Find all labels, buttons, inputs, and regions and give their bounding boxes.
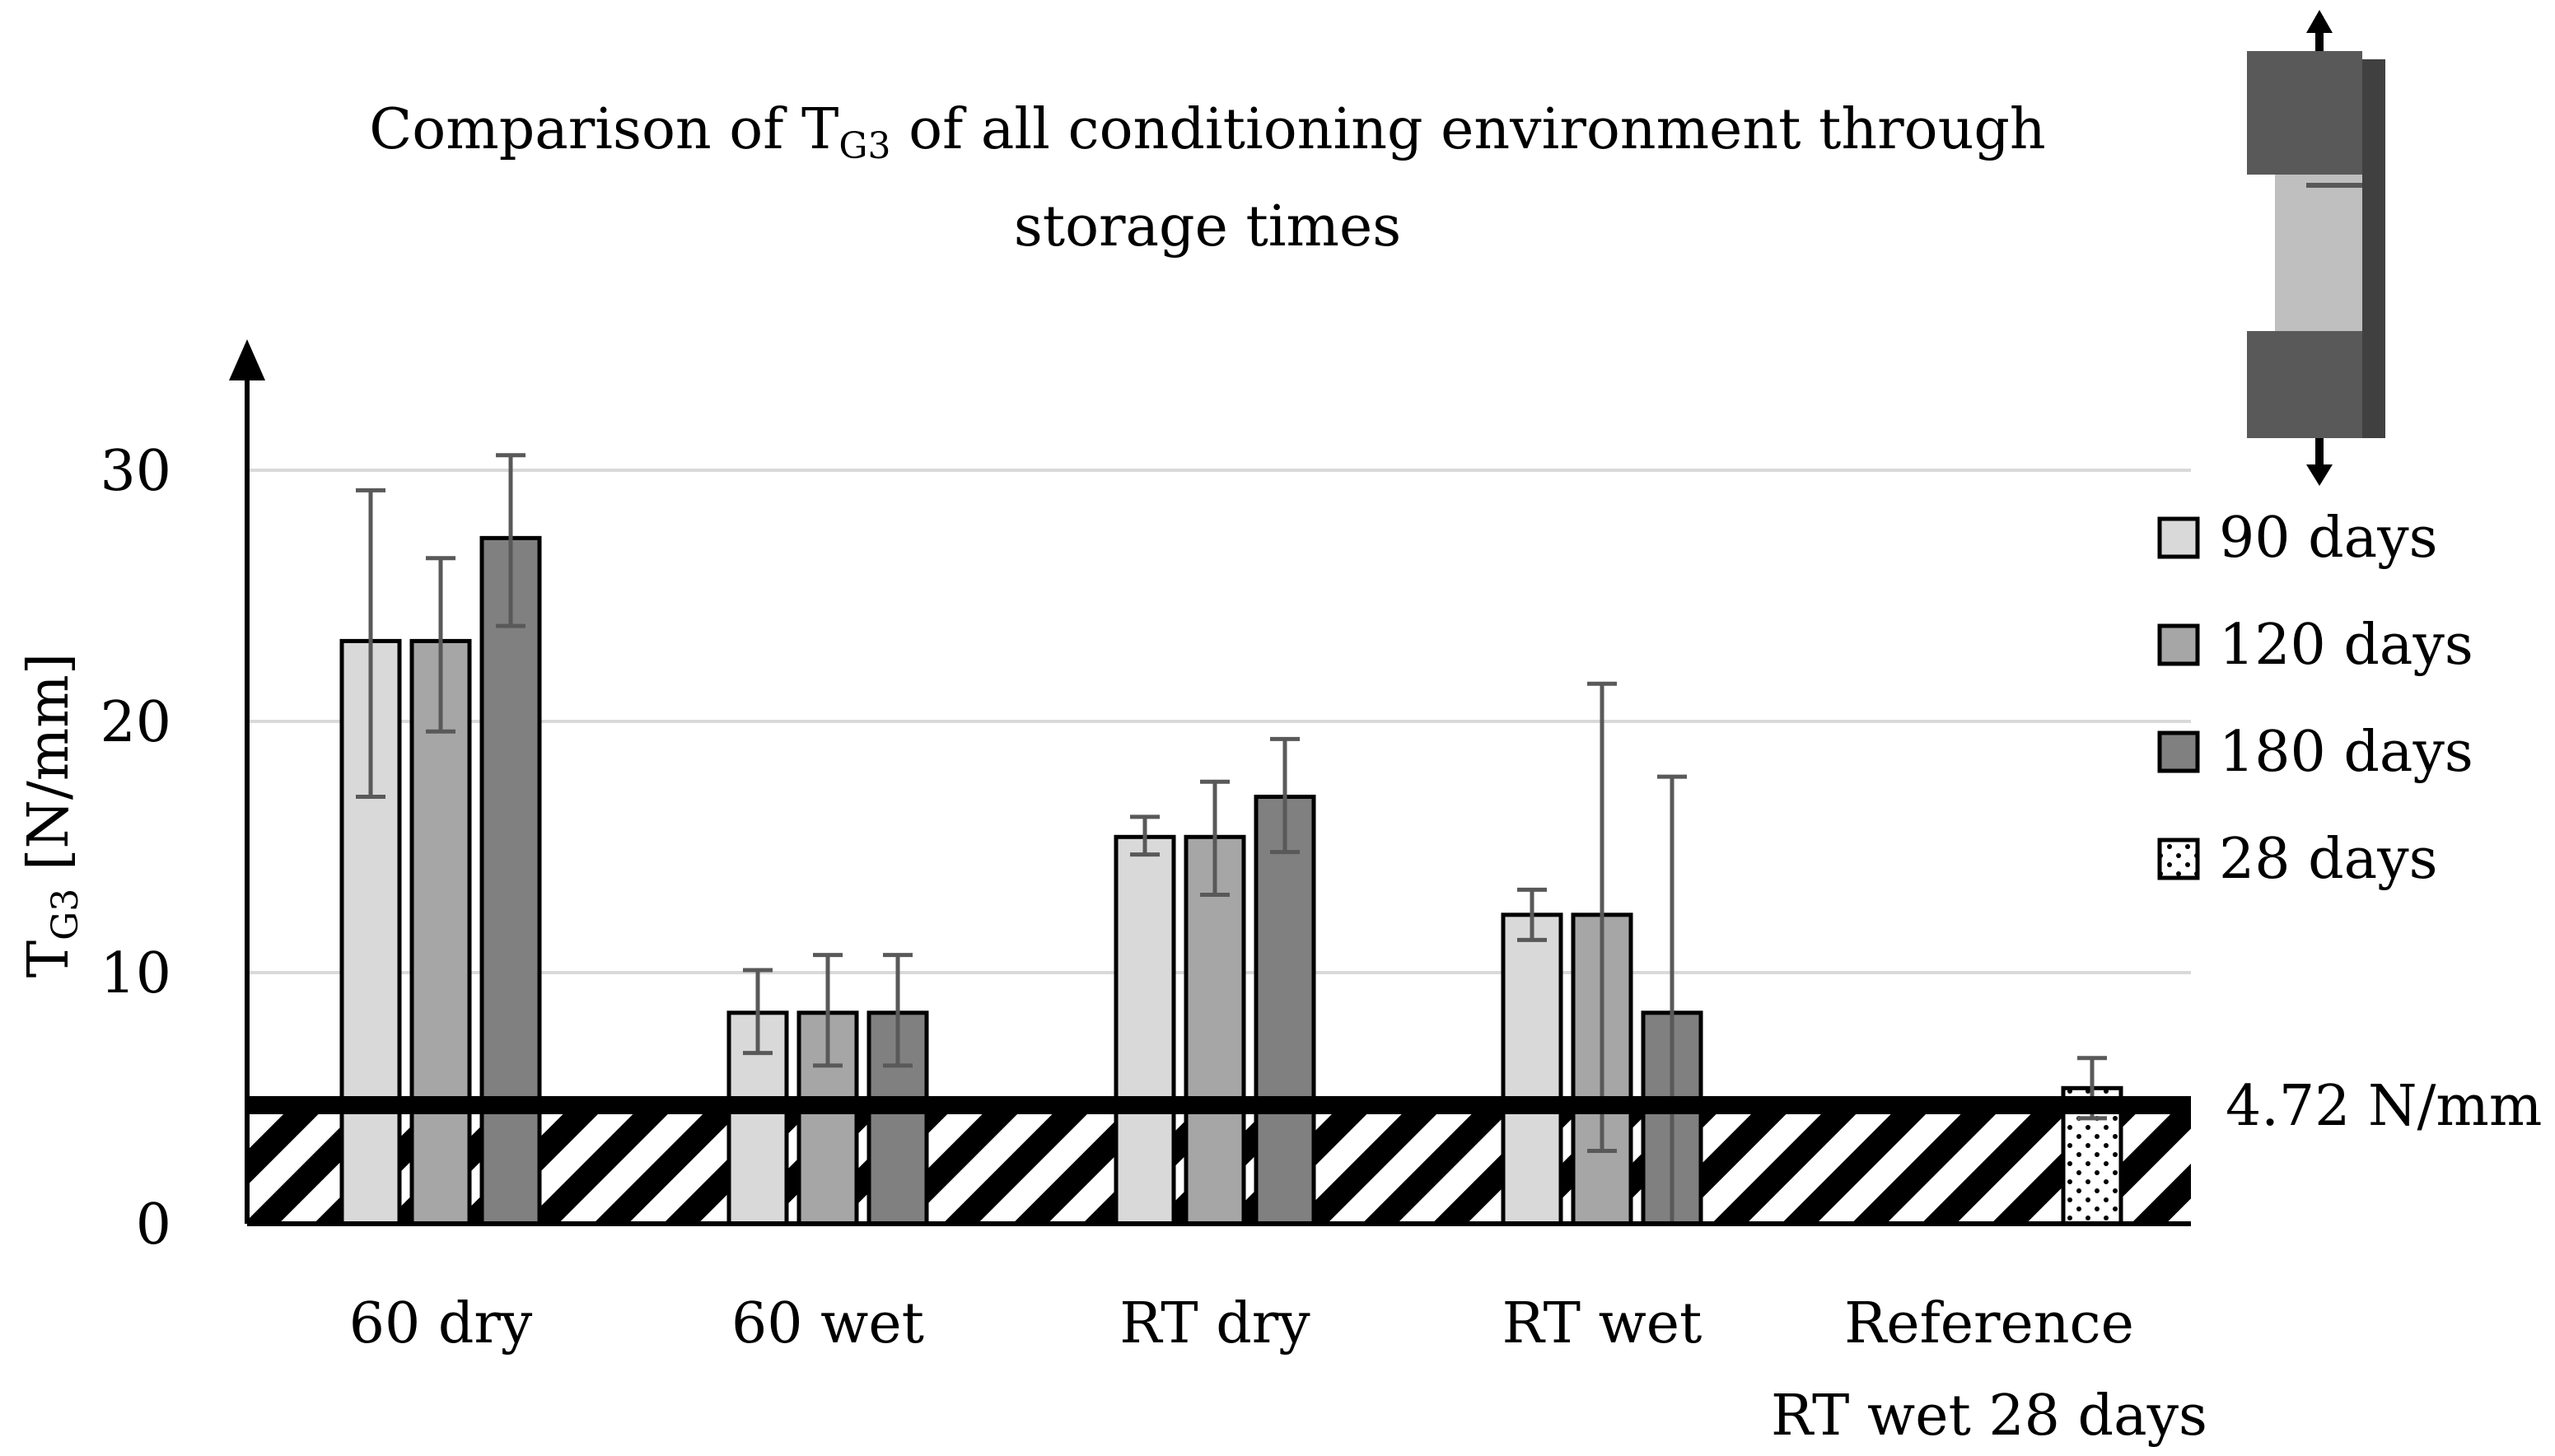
labels: 0 10 20 30 60 dry 60 wet RT dry RT wet Reference… bbox=[100, 439, 2207, 1449]
y-tick-label: 30 bbox=[100, 439, 171, 504]
x-category-label: RT dry bbox=[1119, 1291, 1310, 1356]
axes bbox=[229, 339, 2191, 1226]
reference-line-label: 4.72 N/mm bbox=[2226, 1074, 2542, 1139]
reference-line-group: 4.72 N/mm bbox=[247, 1074, 2542, 1139]
legend-swatch bbox=[2157, 623, 2200, 666]
legend-label: 180 days bbox=[2219, 720, 2473, 785]
x-category-label: RT wet 28 days bbox=[1771, 1384, 2207, 1449]
tensile-specimen-icon bbox=[2247, 10, 2385, 486]
y-tick-label: 0 bbox=[136, 1192, 171, 1258]
legend: 90 days 120 days 180 days 28 days bbox=[2157, 506, 2473, 892]
legend-swatch bbox=[2157, 516, 2200, 559]
error-bars bbox=[356, 453, 2107, 1226]
y-axis-arrow bbox=[229, 339, 265, 380]
x-category-label: Reference bbox=[1844, 1291, 2134, 1356]
bar bbox=[1501, 912, 1563, 1226]
legend-label: 28 days bbox=[2219, 827, 2438, 892]
x-category-label: 60 wet bbox=[731, 1291, 924, 1356]
y-axis-title: TG3 [N/mm] bbox=[16, 653, 86, 978]
legend-swatch bbox=[2157, 838, 2200, 880]
x-category-label: RT wet bbox=[1502, 1291, 1703, 1356]
bar bbox=[1254, 795, 1316, 1226]
y-tick-label: 20 bbox=[100, 690, 171, 755]
y-tick-label: 10 bbox=[100, 941, 171, 1006]
bar bbox=[1114, 834, 1176, 1226]
chart-title-line2: storage times bbox=[1014, 194, 1401, 259]
chart-title: Comparison of TG3 of all conditioning en… bbox=[369, 97, 2045, 167]
legend-swatch bbox=[2157, 730, 2200, 773]
legend-label: 90 days bbox=[2219, 506, 2438, 571]
legend-label: 120 days bbox=[2219, 613, 2473, 678]
x-category-label: 60 dry bbox=[349, 1291, 533, 1356]
bar bbox=[479, 535, 542, 1226]
